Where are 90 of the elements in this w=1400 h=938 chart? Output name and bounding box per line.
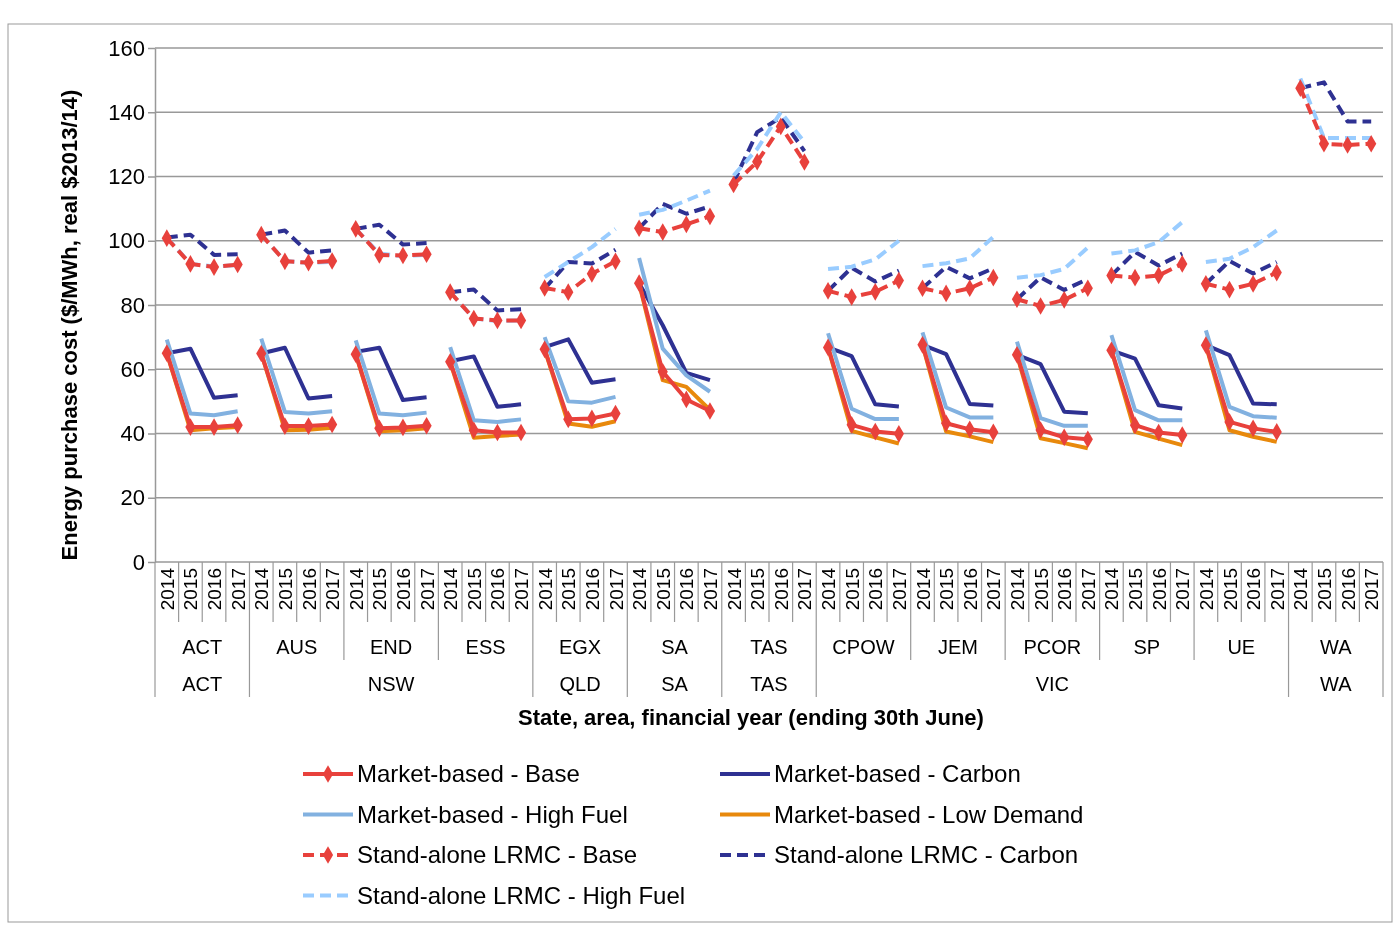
x-tick-label: 2014 <box>818 567 840 611</box>
legend-label: Market-based - Carbon <box>774 760 1021 787</box>
x-tick-label: 2014 <box>534 567 556 611</box>
x-tick-label: 2017 <box>1266 568 1288 611</box>
x-tick-label: 2014 <box>1195 567 1217 611</box>
x-tick-label: 2014 <box>156 567 178 611</box>
x-tick-label: 2016 <box>204 568 226 611</box>
x-tick-label: 2016 <box>770 568 792 611</box>
x-tick-label: 2015 <box>274 568 296 611</box>
x-tick-label: 2016 <box>581 568 603 611</box>
y-axis-title: Energy purchase cost ($/MWh, real $2013/14) <box>57 89 82 561</box>
x-tick-label: 2017 <box>511 568 533 611</box>
x-tick-label: 2016 <box>487 568 509 611</box>
x-tick-label: 2017 <box>1077 568 1099 611</box>
y-tick-label: 80 <box>120 292 145 318</box>
text: UE <box>1227 636 1256 658</box>
x-tick-label: 2016 <box>676 568 698 611</box>
x-tick-label: 2015 <box>1125 568 1147 611</box>
x-tick-label: 2016 <box>865 568 887 611</box>
text: VIC <box>1035 673 1070 695</box>
x-tick-label: 2014 <box>629 567 651 611</box>
x-tick-label: 2017 <box>322 568 344 611</box>
x-tick-label: 2015 <box>747 568 769 611</box>
text: NSW <box>367 673 415 695</box>
y-tick-label: 140 <box>108 99 145 125</box>
y-tick-label: 40 <box>120 421 145 447</box>
legend-label: Stand-alone LRMC - High Fuel <box>357 881 686 909</box>
text: SA <box>661 636 689 658</box>
x-tick-label: 2015 <box>1313 568 1335 611</box>
text: PCOR <box>1023 636 1082 658</box>
text: ACT <box>182 673 223 695</box>
x-tick-label: 2017 <box>794 568 816 611</box>
x-tick-label: 2017 <box>227 568 249 611</box>
x-tick-label: 2014 <box>251 567 273 611</box>
text: END <box>370 636 413 658</box>
text: EGX <box>558 636 602 658</box>
x-tick-label: 2017 <box>1172 568 1194 611</box>
text: TAS <box>750 673 788 695</box>
x-tick-label: 2014 <box>912 567 934 611</box>
text: AUS <box>276 636 318 658</box>
y-tick-label: 160 <box>108 35 145 61</box>
x-tick-label: 2017 <box>699 568 721 611</box>
x-axis-title: State, area, financial year (ending 30th June) <box>518 705 984 730</box>
x-tick-label: 2016 <box>1148 568 1170 611</box>
y-tick-label: 20 <box>120 485 145 511</box>
x-tick-label: 2017 <box>888 568 910 611</box>
text: TAS <box>750 636 788 658</box>
legend-label: Market-based - Low Demand <box>774 800 1084 828</box>
x-tick-label: 2014 <box>1006 567 1028 611</box>
x-tick-label: 2017 <box>605 568 627 611</box>
x-tick-label: 2017 <box>416 568 438 611</box>
x-tick-label: 2016 <box>392 568 414 611</box>
text: ACT <box>182 636 223 658</box>
x-tick-label: 2015 <box>652 568 674 611</box>
x-tick-label: 2014 <box>1101 567 1123 611</box>
x-tick-label: 2016 <box>1054 568 1076 611</box>
x-tick-label: 2015 <box>936 568 958 611</box>
text: SA <box>661 673 689 695</box>
text: CPOW <box>832 636 895 658</box>
x-tick-label: 2015 <box>369 568 391 611</box>
x-tick-label: 2015 <box>180 568 202 611</box>
y-tick-label: 0 <box>132 549 145 575</box>
x-tick-label: 2016 <box>1243 568 1265 611</box>
legend-label: Stand-alone LRMC - Carbon <box>774 841 1079 868</box>
legend-label: Stand-alone LRMC - Base <box>357 841 638 868</box>
legend-label: Market-based - Base <box>357 760 580 787</box>
text: JEM <box>937 636 978 658</box>
text: ESS <box>465 636 506 658</box>
x-tick-label: 2016 <box>959 568 981 611</box>
text: QLD <box>559 673 601 695</box>
y-tick-label: 60 <box>120 356 145 382</box>
legend-label: Market-based - High Fuel <box>357 800 628 828</box>
x-tick-label: 2015 <box>841 568 863 611</box>
x-tick-label: 2014 <box>440 567 462 611</box>
x-tick-label: 2015 <box>463 568 485 611</box>
x-tick-label: 2014 <box>345 567 367 611</box>
text: WA <box>1320 673 1353 695</box>
text: WA <box>1320 636 1353 658</box>
y-tick-label: 100 <box>108 228 145 254</box>
x-tick-label: 2015 <box>1030 568 1052 611</box>
y-tick-label: 120 <box>108 164 145 190</box>
x-tick-label: 2016 <box>1337 568 1359 611</box>
x-tick-label: 2014 <box>723 567 745 611</box>
x-tick-label: 2017 <box>983 568 1005 611</box>
x-tick-label: 2015 <box>558 568 580 611</box>
x-tick-label: 2016 <box>298 568 320 611</box>
x-tick-label: 2017 <box>1361 568 1383 611</box>
x-tick-label: 2014 <box>1290 567 1312 611</box>
x-tick-label: 2015 <box>1219 568 1241 611</box>
text: SP <box>1133 636 1161 658</box>
